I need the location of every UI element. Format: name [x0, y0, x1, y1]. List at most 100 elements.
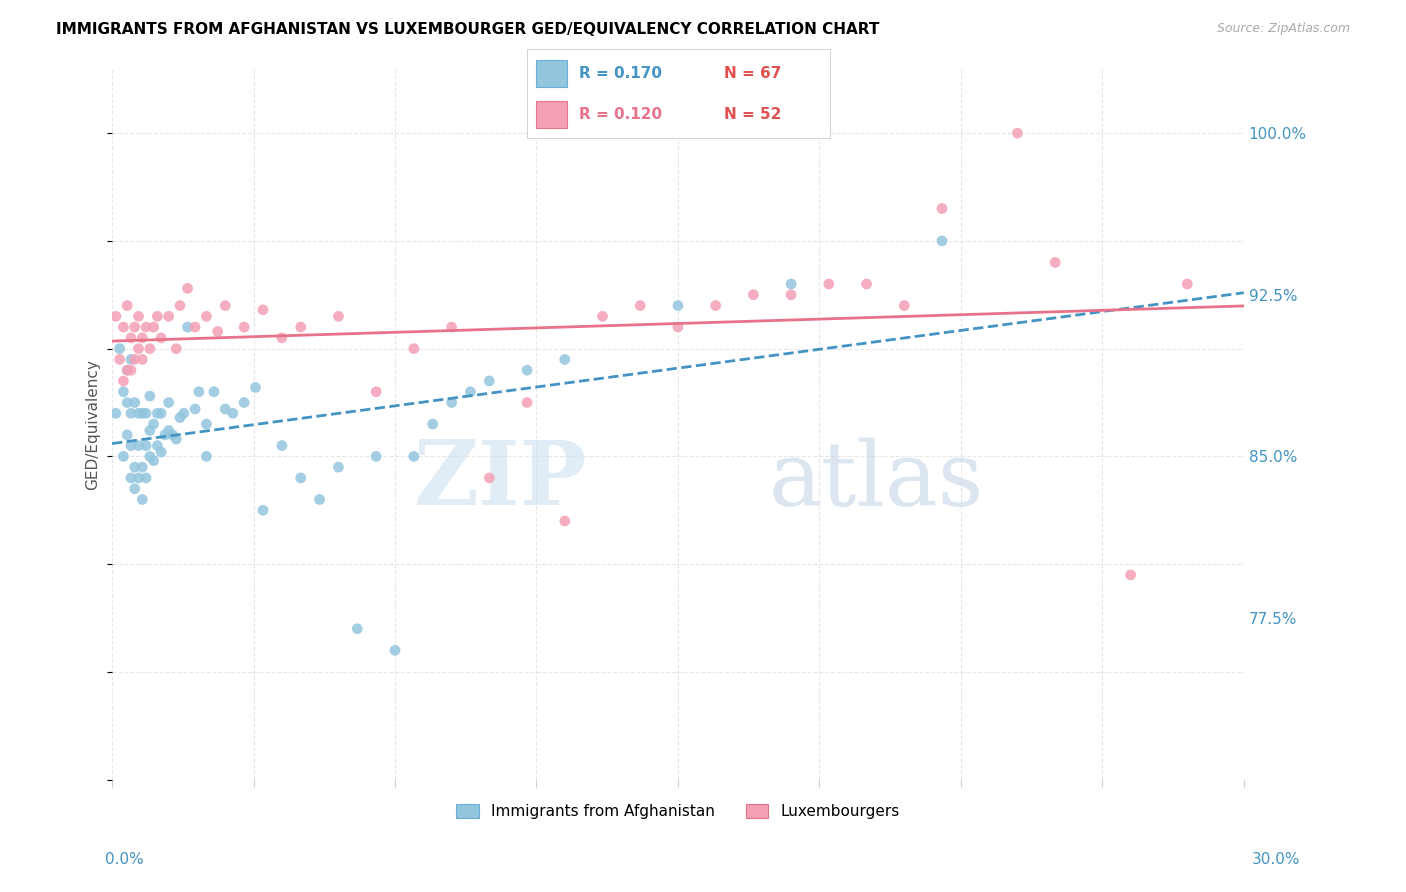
Point	[108, 352, 131, 367]
Point	[346, 622, 368, 636]
Point	[252, 302, 274, 317]
Point	[115, 395, 138, 409]
Point	[516, 395, 538, 409]
Point	[131, 492, 153, 507]
Point	[176, 281, 198, 295]
Point	[142, 453, 165, 467]
Point	[150, 445, 173, 459]
Point	[184, 401, 207, 416]
Point	[780, 287, 803, 301]
Point	[173, 406, 195, 420]
Point	[115, 363, 138, 377]
Point	[120, 331, 142, 345]
Point	[176, 320, 198, 334]
Point	[1119, 568, 1142, 582]
Point	[120, 471, 142, 485]
Point	[115, 427, 138, 442]
Point	[195, 417, 218, 431]
Point	[139, 389, 162, 403]
Point	[270, 331, 292, 345]
Point	[817, 277, 839, 291]
Point	[328, 460, 350, 475]
Point	[931, 234, 953, 248]
Point	[704, 299, 727, 313]
Point	[104, 406, 127, 420]
Point	[516, 363, 538, 377]
Point	[478, 471, 501, 485]
Point	[422, 417, 444, 431]
Point	[120, 352, 142, 367]
Point	[131, 460, 153, 475]
Point	[112, 374, 135, 388]
Point	[214, 299, 236, 313]
Point	[169, 299, 191, 313]
Point	[1043, 255, 1066, 269]
Text: N = 67: N = 67	[724, 66, 782, 80]
Point	[131, 406, 153, 420]
Point	[245, 380, 267, 394]
Point	[150, 406, 173, 420]
Point	[931, 202, 953, 216]
Y-axis label: GED/Equivalency: GED/Equivalency	[86, 359, 100, 490]
Point	[108, 342, 131, 356]
Point	[124, 320, 146, 334]
Point	[233, 395, 256, 409]
Point	[460, 384, 482, 399]
Text: R = 0.170: R = 0.170	[579, 66, 662, 80]
Point	[195, 310, 218, 324]
Point	[169, 410, 191, 425]
FancyBboxPatch shape	[536, 60, 567, 87]
Text: Source: ZipAtlas.com: Source: ZipAtlas.com	[1216, 22, 1350, 36]
Point	[592, 310, 614, 324]
Point	[165, 342, 187, 356]
Point	[222, 406, 245, 420]
Text: R = 0.120: R = 0.120	[579, 107, 662, 121]
Point	[780, 277, 803, 291]
Point	[328, 310, 350, 324]
Point	[128, 406, 150, 420]
Point	[128, 310, 150, 324]
Point	[366, 450, 388, 464]
Point	[184, 320, 207, 334]
Point	[112, 384, 135, 399]
Point	[290, 320, 312, 334]
Point	[124, 395, 146, 409]
Point	[104, 310, 127, 324]
Point	[366, 384, 388, 399]
Point	[135, 439, 157, 453]
Point	[195, 450, 218, 464]
Text: ZIP: ZIP	[413, 437, 588, 524]
Point	[157, 395, 180, 409]
Point	[128, 471, 150, 485]
Point	[440, 320, 463, 334]
Point	[139, 342, 162, 356]
Text: atlas: atlas	[769, 437, 984, 524]
Text: 30.0%: 30.0%	[1253, 852, 1301, 867]
Point	[153, 427, 176, 442]
Point	[120, 439, 142, 453]
Point	[666, 320, 689, 334]
Point	[135, 320, 157, 334]
Point	[440, 395, 463, 409]
Point	[214, 401, 236, 416]
Point	[290, 471, 312, 485]
Point	[554, 352, 576, 367]
Point	[308, 492, 330, 507]
Point	[554, 514, 576, 528]
Point	[270, 439, 292, 453]
Point	[187, 384, 209, 399]
Point	[112, 450, 135, 464]
Point	[666, 299, 689, 313]
Point	[893, 299, 915, 313]
Point	[233, 320, 256, 334]
Point	[120, 363, 142, 377]
Point	[742, 287, 765, 301]
Point	[146, 439, 169, 453]
Point	[115, 363, 138, 377]
Point	[207, 325, 229, 339]
Point	[128, 439, 150, 453]
Point	[855, 277, 877, 291]
Point	[384, 643, 406, 657]
Point	[402, 342, 425, 356]
Point	[112, 320, 135, 334]
